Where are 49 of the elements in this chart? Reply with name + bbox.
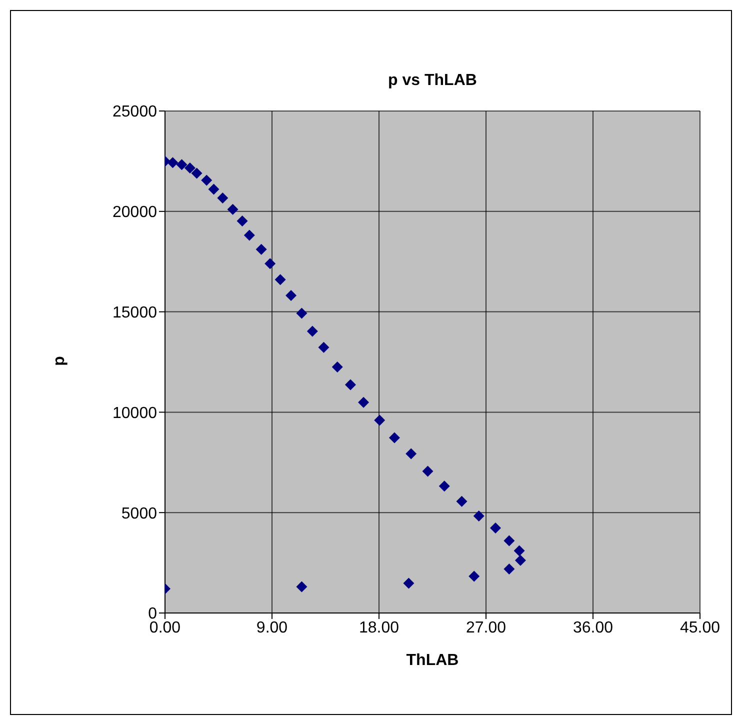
point xyxy=(227,204,238,215)
x-tick-label: 36.00 xyxy=(572,619,614,636)
point xyxy=(296,308,308,319)
point xyxy=(438,480,450,492)
point xyxy=(456,496,468,507)
point xyxy=(504,564,515,575)
point xyxy=(264,258,276,270)
point xyxy=(217,192,228,204)
point xyxy=(201,174,212,186)
point xyxy=(358,396,370,408)
point xyxy=(286,290,297,302)
chart-title: p vs ThLAB xyxy=(387,72,478,90)
point xyxy=(236,216,248,227)
point xyxy=(176,159,188,170)
point xyxy=(256,244,267,255)
point xyxy=(306,326,318,337)
x-tick-label: 18.00 xyxy=(358,619,400,636)
point xyxy=(208,184,220,195)
point xyxy=(184,162,196,174)
point xyxy=(167,157,178,168)
point xyxy=(388,432,400,444)
point xyxy=(514,554,526,566)
x-tick-label: 0.00 xyxy=(149,619,181,636)
point xyxy=(191,168,202,179)
y-tick-label: 25000 xyxy=(112,104,158,121)
x-tick-label: 45.00 xyxy=(680,619,720,636)
point xyxy=(473,510,484,522)
x-tick-label: 9.00 xyxy=(256,619,288,636)
point xyxy=(344,379,356,390)
point xyxy=(244,230,255,241)
point xyxy=(403,578,414,589)
point xyxy=(296,581,308,592)
point xyxy=(406,448,417,460)
x-tick-label: 27.00 xyxy=(466,619,506,636)
point xyxy=(374,414,386,426)
point xyxy=(274,274,286,286)
point xyxy=(422,466,434,477)
y-tick-label: 15000 xyxy=(112,304,158,322)
y-tick-label: 20000 xyxy=(112,204,158,222)
y-tick-label: 5000 xyxy=(121,505,158,522)
y-axis-title: p xyxy=(51,355,69,368)
point xyxy=(468,570,480,582)
point xyxy=(504,535,515,546)
point xyxy=(490,522,502,534)
point xyxy=(332,362,343,373)
y-tick-label: 10000 xyxy=(112,404,158,422)
point xyxy=(318,342,330,353)
x-axis-title: ThLAB xyxy=(405,652,460,670)
point xyxy=(514,545,525,556)
